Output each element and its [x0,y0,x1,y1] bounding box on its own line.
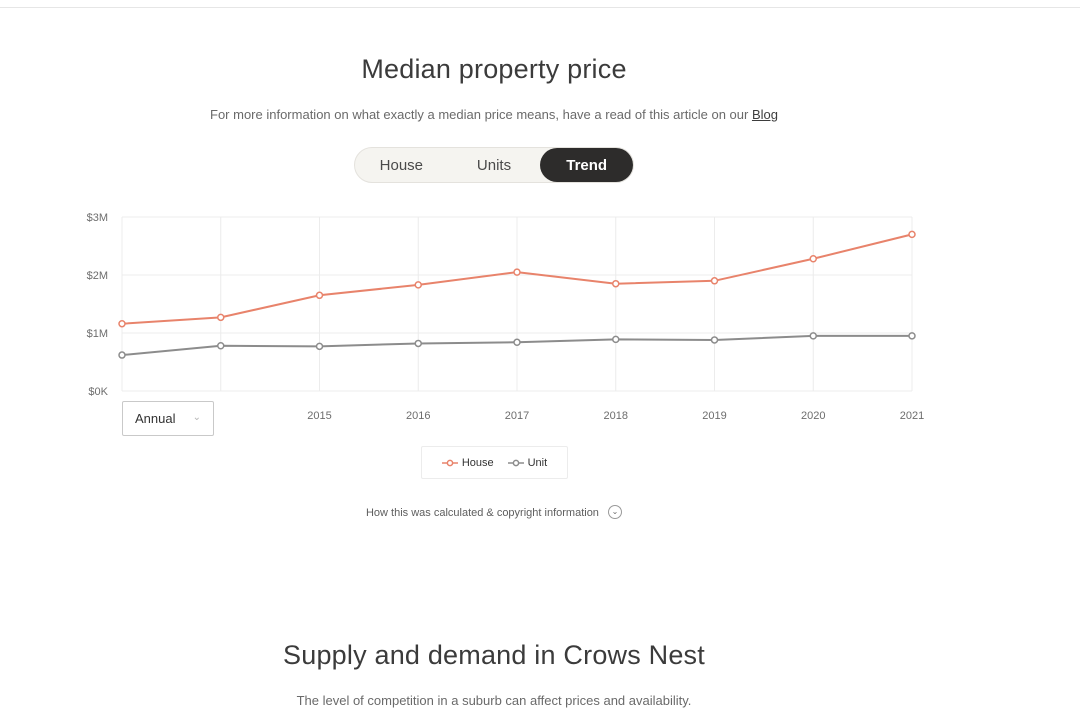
y-tick-label: $1M [87,328,108,340]
data-point-unit[interactable] [118,351,126,359]
calculation-info-label: How this was calculated & copyright info… [365,506,599,519]
data-point-house[interactable] [118,319,126,328]
median-price-title: Median property price [361,54,627,84]
median-price-chart: $0K $1M $2M $3M 2015 2016 2017 2018 2019 2020 202… [87,212,925,422]
chart-series [118,230,916,359]
x-tick-label: 2017 [505,410,529,422]
data-point-unit[interactable] [315,342,324,351]
data-point-unit[interactable] [908,332,916,340]
data-point-house[interactable] [513,268,521,276]
period-select-value: Annual [135,411,176,426]
x-tick-label: 2020 [801,410,825,422]
supply-demand-subtitle: The level of competition in a suburb can… [296,693,692,708]
chevron-circle-down-icon[interactable]: ⌄ [608,505,622,519]
legend-item-unit[interactable]: Unit [507,456,548,469]
chevron-down-icon: ⌄ [192,412,201,423]
data-point-house[interactable] [908,230,916,239]
legend-item-house[interactable]: House [441,456,494,469]
x-tick-label: 2021 [900,410,924,422]
tab-units[interactable]: Units [476,156,512,174]
legend-label-unit: Unit [527,456,548,469]
data-point-house[interactable] [315,291,324,300]
calculation-info[interactable]: How this was calculated & copyright info… [0,505,988,520]
y-axis-ticks: $0K $1M $2M $3M [87,212,109,398]
y-tick-label: $3M [87,212,108,224]
legend-marker-house [441,459,458,466]
data-point-unit[interactable] [414,339,422,348]
top-divider [0,7,1080,8]
y-tick-label: $0K [88,386,108,398]
chart-legend: House Unit [421,446,568,479]
legend-label-house: House [461,456,494,469]
period-select[interactable]: Annual ⌄ [122,401,214,436]
data-point-unit[interactable] [217,342,225,350]
x-tick-label: 2015 [307,410,331,422]
data-point-unit[interactable] [513,338,521,347]
x-tick-label: 2018 [604,410,628,422]
median-price-subtitle: For more information on what exactly a m… [0,107,988,122]
x-axis-ticks: 2015 2016 2017 2018 2019 2020 2021 [307,410,924,422]
legend-marker-unit [507,459,524,466]
data-point-house[interactable] [809,255,817,263]
tab-trend[interactable]: Trend [540,148,634,182]
y-tick-label: $2M [87,270,108,282]
subtitle-text: For more information on what exactly a m… [210,107,749,122]
blog-link[interactable]: Blog [751,107,778,122]
property-type-toggle: House Units Trend [354,147,634,183]
data-point-house[interactable] [710,277,719,285]
supply-demand-title: Supply and demand in Crows Nest [283,640,705,670]
tab-house[interactable]: House [379,156,424,174]
data-point-house[interactable] [414,281,422,289]
x-tick-label: 2019 [702,410,726,422]
chart-grid [121,216,913,392]
data-point-house[interactable] [612,279,620,288]
data-point-house[interactable] [217,313,225,322]
data-point-unit[interactable] [809,332,817,340]
x-tick-label: 2016 [406,410,430,422]
data-point-unit[interactable] [710,336,719,344]
data-point-unit[interactable] [612,335,620,344]
